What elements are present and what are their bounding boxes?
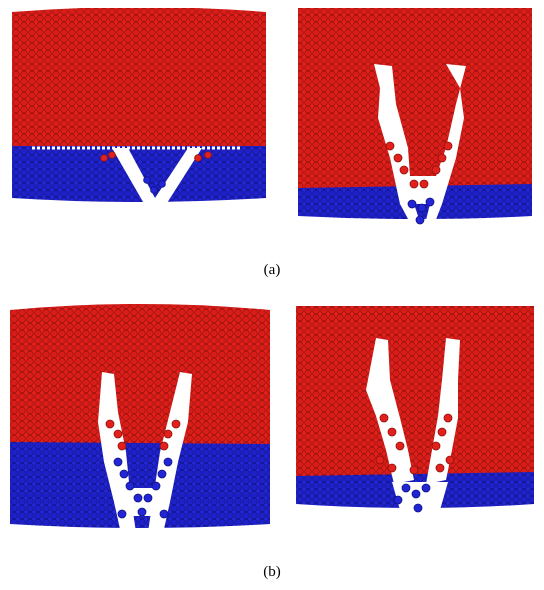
panel-b-left bbox=[10, 302, 270, 542]
panel-a-right bbox=[296, 8, 532, 230]
caption-a: (a) bbox=[263, 262, 281, 278]
panel-b-right bbox=[296, 300, 534, 524]
simulation-image-b-right bbox=[296, 306, 534, 524]
simulation-image-a-right bbox=[298, 8, 532, 230]
simulation-image-a-left bbox=[12, 8, 266, 214]
caption-b: (b) bbox=[263, 564, 281, 580]
simulation-image-b-left bbox=[10, 304, 270, 538]
panel-a-left bbox=[12, 8, 266, 214]
